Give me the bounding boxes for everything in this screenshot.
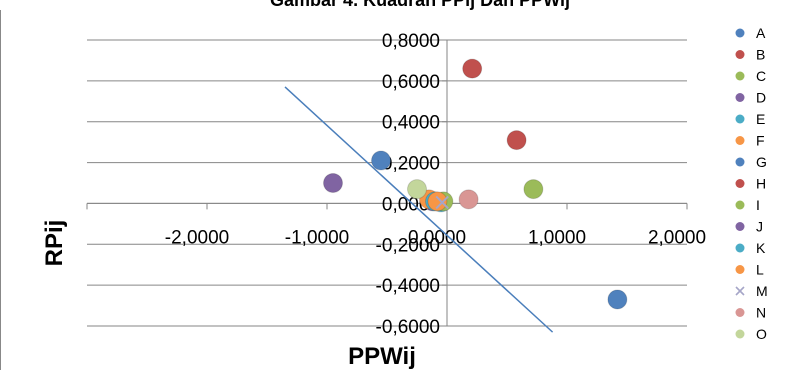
y-tick-label: -0,2000	[376, 235, 440, 256]
legend-marker	[735, 329, 745, 339]
legend-item-m: M	[735, 283, 768, 299]
y-tick-label: -0,6000	[376, 317, 440, 338]
legend-label: B	[756, 47, 765, 63]
legend-item-k: K	[735, 240, 766, 256]
legend-marker	[735, 114, 745, 124]
legend-item-d: D	[735, 90, 766, 106]
legend-label: C	[756, 68, 766, 84]
data-point-n	[458, 189, 479, 210]
y-tick-label: -0,4000	[376, 276, 440, 297]
legend-label: O	[756, 326, 767, 342]
legend-marker	[735, 200, 745, 210]
legend-item-o: O	[735, 326, 767, 342]
data-point-m	[435, 195, 449, 210]
legend-marker	[735, 265, 745, 274]
data-point-j	[323, 173, 343, 193]
data-point-g	[371, 150, 391, 171]
legend-marker	[735, 179, 745, 188]
legend-label: M	[756, 283, 768, 299]
legend-item-l: L	[735, 262, 764, 278]
x-tick-label: -1,0000	[285, 227, 349, 248]
trendline-group	[284, 86, 554, 333]
legend-marker	[735, 286, 745, 296]
data-point-b	[506, 130, 527, 151]
data-point-o	[407, 179, 427, 200]
legend-item-a: A	[735, 25, 766, 41]
legend-marker	[735, 93, 745, 102]
legend-item-b: B	[735, 47, 765, 63]
legend-item-n: N	[735, 305, 766, 321]
legend-item-c: C	[735, 68, 766, 84]
legend-item-e: E	[735, 111, 765, 127]
legend-marker	[735, 243, 745, 253]
legend-label: L	[756, 262, 764, 278]
legend-label: H	[756, 176, 766, 192]
legend-marker	[735, 136, 745, 145]
y-tick-label: 0,2000	[382, 154, 440, 175]
legend-marker	[735, 71, 745, 81]
y-tick-label: 0,8000	[382, 31, 440, 52]
x-tick-label: 1,0000	[528, 227, 586, 248]
legend-label: K	[756, 240, 766, 256]
x-tick-label: -2,0000	[165, 227, 229, 248]
legend-item-f: F	[735, 133, 765, 149]
data-point-h	[462, 58, 483, 79]
legend-marker	[735, 50, 745, 59]
legend-label: G	[756, 154, 767, 170]
legend-label: A	[756, 25, 766, 41]
legend-label: D	[756, 90, 766, 106]
legend-label: J	[756, 219, 763, 235]
data-point-a	[607, 289, 628, 310]
x-tick-label: 0,0000	[408, 227, 466, 248]
axes	[86, 39, 688, 327]
trendline	[284, 86, 554, 333]
legend-marker	[735, 308, 745, 317]
x-tick-label: 2,0000	[648, 227, 706, 248]
y-axis-label: RPij	[41, 220, 68, 267]
legend-marker	[735, 28, 745, 38]
y-tick-label: 0,6000	[382, 72, 440, 93]
y-tick-label: 0,4000	[382, 113, 440, 134]
data-points	[323, 58, 628, 310]
legend-item-g: G	[735, 154, 767, 170]
legend-label: F	[756, 133, 765, 149]
data-point-l	[427, 191, 448, 212]
data-point-c	[523, 179, 544, 200]
legend-item-j: J	[735, 219, 763, 235]
legend-marker	[735, 222, 745, 231]
x-axis-label: PPWij	[348, 343, 416, 370]
chart-title: Gambar 4. Kuadran PPij Dan PPWij	[270, 0, 570, 10]
x-tick-labels: -2,0000 -1,0000 0,0000 1,0000 2,0000	[165, 227, 706, 248]
legend-item-h: H	[735, 176, 766, 192]
legend-marker	[735, 157, 745, 167]
legend-label: N	[756, 305, 766, 321]
legend-label: E	[756, 111, 765, 127]
legend-item-i: I	[735, 197, 760, 213]
legend-label: I	[756, 197, 760, 213]
